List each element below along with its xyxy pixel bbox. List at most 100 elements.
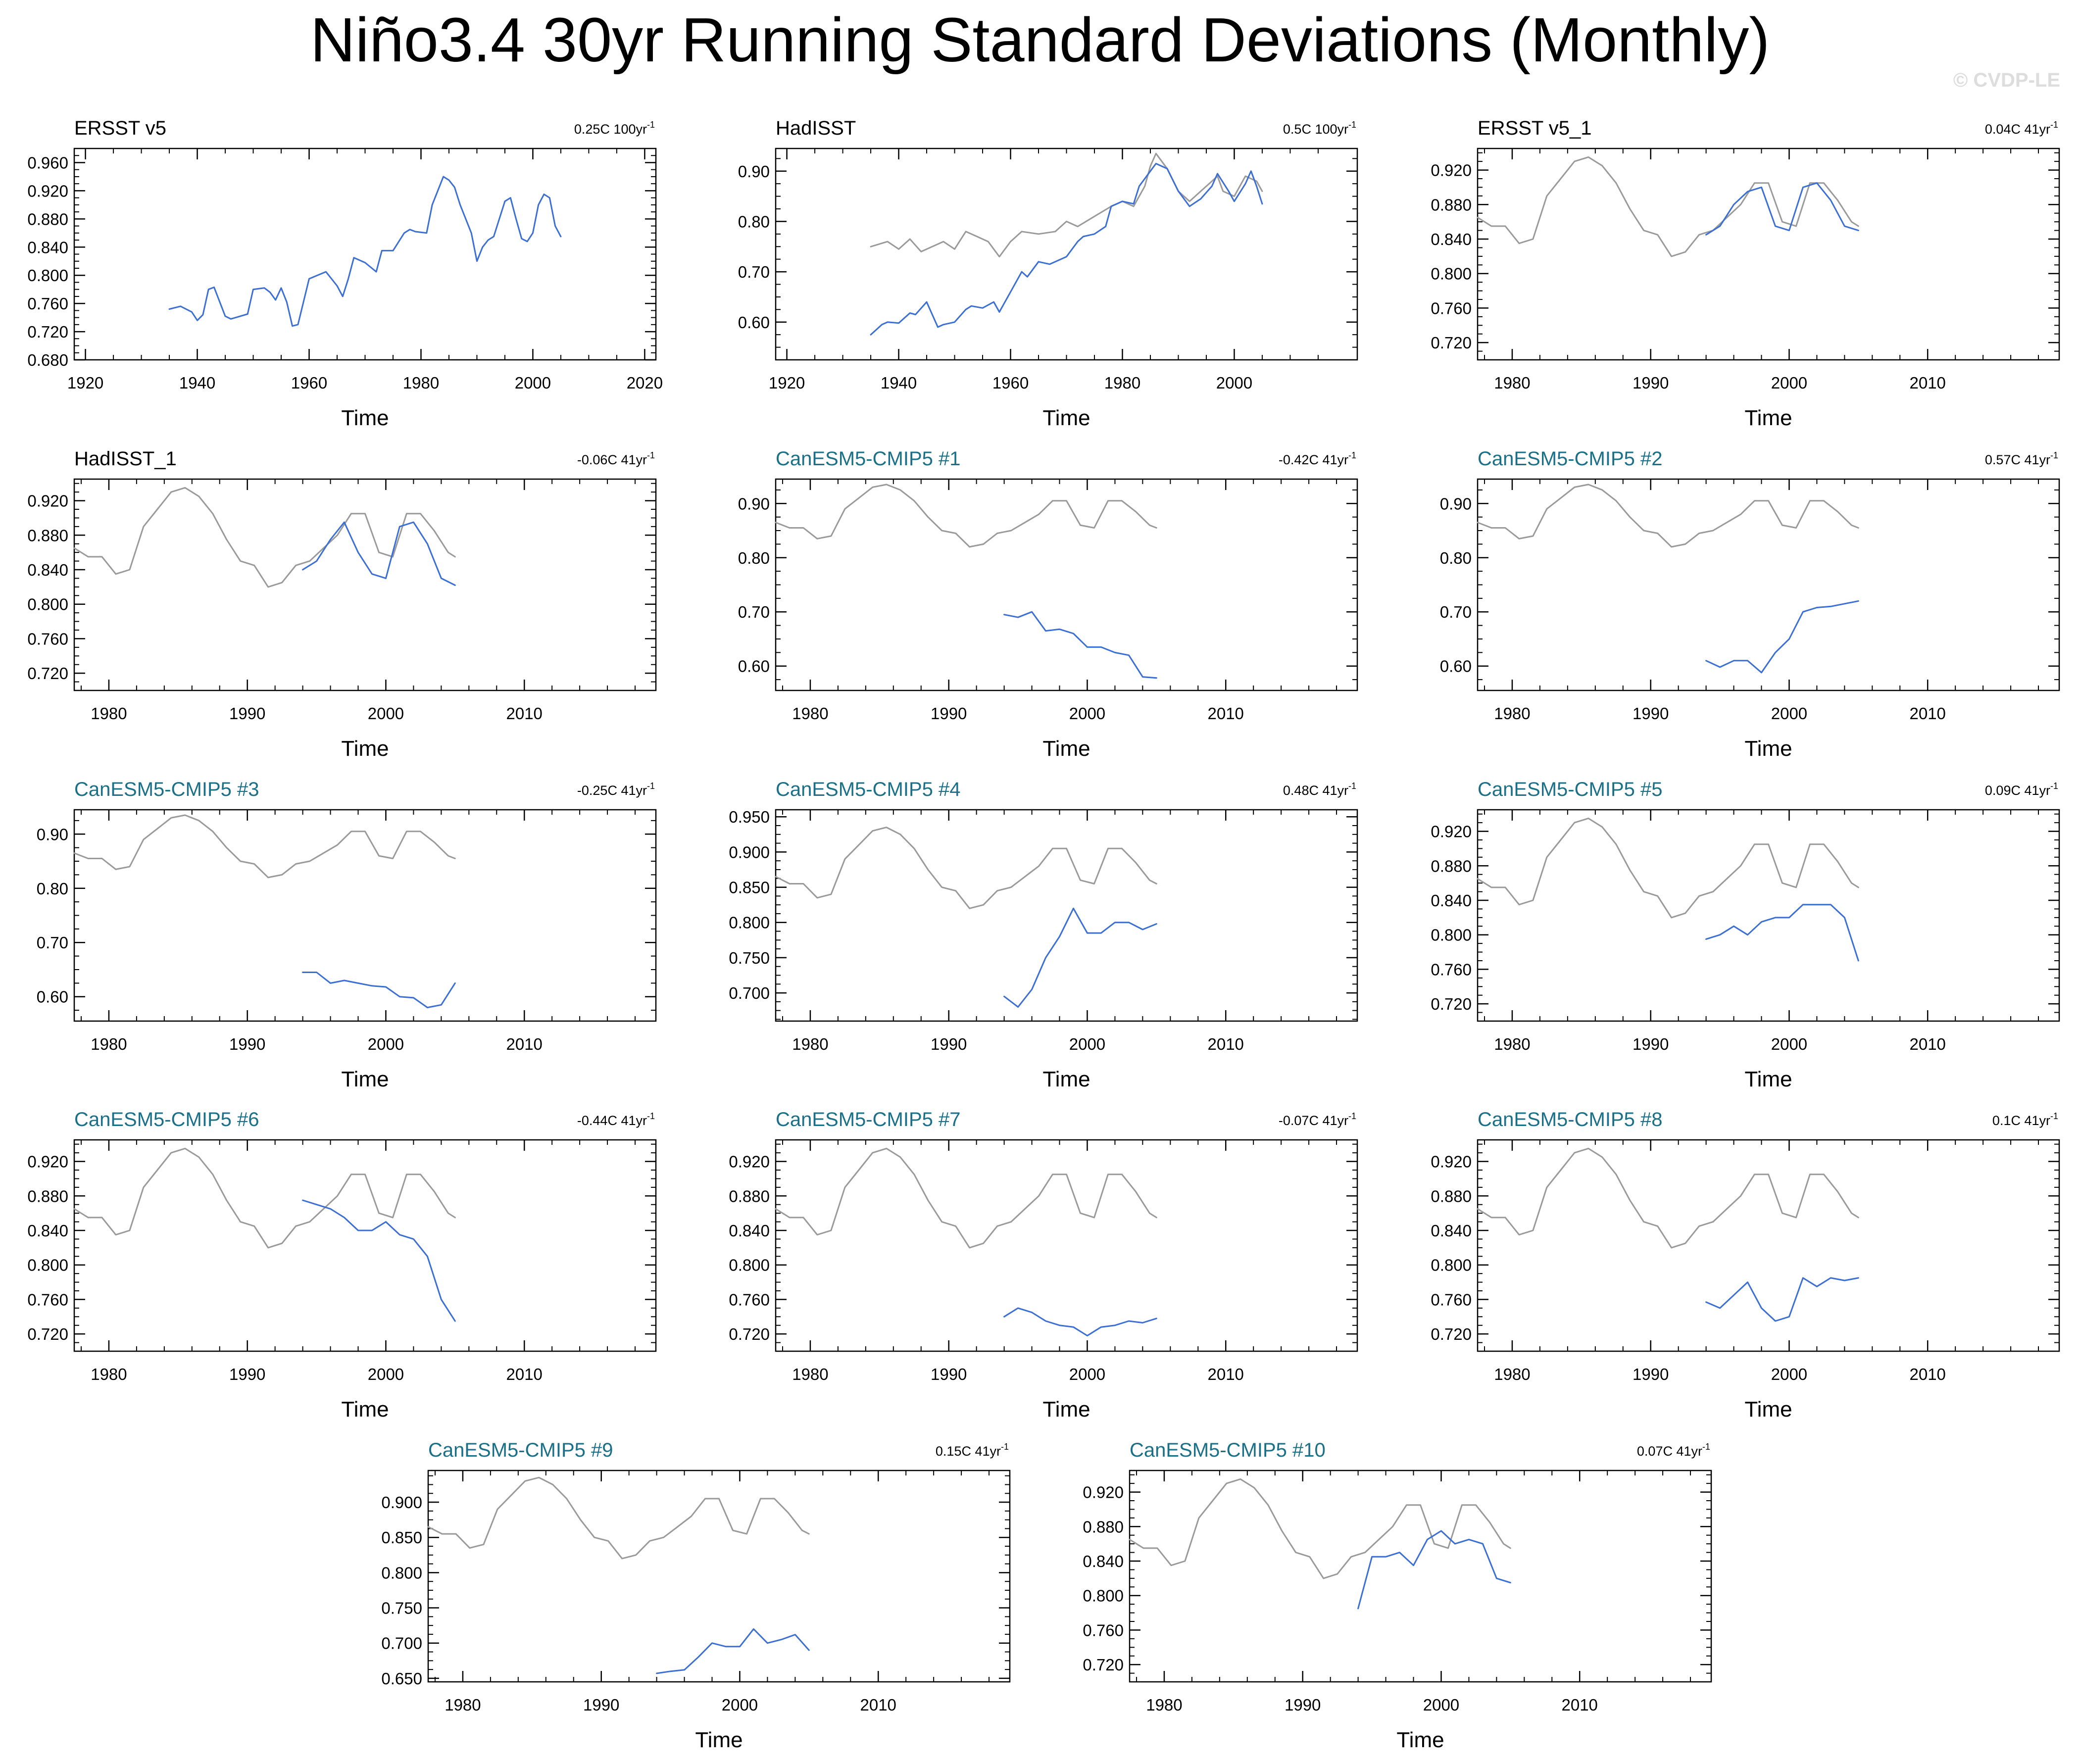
main-series-line [1357,1530,1511,1610]
panel-10: CanESM5-CMIP5 #6 -0.44C 41yr-1 1980 1990 200… [27,1109,657,1421]
trend-label: 0.07C 41yr-1 [1637,1442,1710,1459]
x-tick-label: 2000 [1771,704,1807,723]
panel-11: CanESM5-CMIP5 #7 -0.07C 41yr-1 1980 1990 200… [729,1109,1358,1421]
plot-frame [73,478,657,691]
panel-title: HadISST_1 [74,448,177,470]
y-tick-label: 0.840 [1431,891,1472,910]
y-tick-label: 0.850 [729,879,770,897]
y-tick-label: 0.70 [37,933,68,952]
reference-series-line [775,1147,1157,1249]
x-axis-label: Time [1744,1397,1792,1421]
trend-label: 0.09C 41yr-1 [1985,781,2058,798]
reference-series-line [775,484,1157,548]
plot-frame [775,147,1358,361]
x-tick-label: 2000 [1069,1365,1105,1383]
x-axis-label: Time [1042,1397,1090,1421]
y-tick-label: 0.90 [1440,494,1472,513]
x-tick-label: 1980 [1494,704,1530,723]
panel-title: CanESM5-CMIP5 #3 [74,779,259,800]
x-tick-label: 1990 [1633,704,1669,723]
x-tick-label: 1980 [91,1035,127,1053]
y-tick-label: 0.900 [381,1493,422,1512]
x-tick-label: 1980 [1146,1696,1182,1714]
panel-8: CanESM5-CMIP5 #4 0.48C 41yr-1 1980 1990 2000… [729,779,1358,1091]
x-tick-label: 1980 [91,1365,127,1383]
credit-watermark: © CVDP-LE [1953,69,2060,91]
y-tick-label: 0.840 [27,561,68,579]
y-tick-label: 0.60 [738,657,770,676]
x-tick-label: 1960 [291,374,327,392]
x-tick-label: 1980 [1494,1035,1530,1053]
main-series-line [1705,904,1859,962]
y-tick-label: 0.950 [729,808,770,826]
y-tick-label: 0.840 [1083,1552,1124,1570]
y-tick-label: 0.880 [27,526,68,544]
reference-series-line [73,1147,456,1249]
trend-label: -0.06C 41yr-1 [577,450,655,467]
x-tick-label: 2010 [506,1365,543,1383]
x-tick-label: 1920 [769,374,805,392]
y-tick-label: 0.720 [729,1325,770,1343]
y-tick-label: 0.750 [381,1599,422,1617]
y-tick-label: 0.800 [1431,926,1472,944]
main-series-line [1705,600,1859,674]
main-series-line [1003,1307,1157,1337]
main-series-line [1003,611,1157,679]
x-tick-label: 2010 [506,1035,543,1053]
trend-label: -0.42C 41yr-1 [1279,450,1356,467]
x-tick-label: 1990 [583,1696,619,1714]
y-tick-label: 0.880 [27,1187,68,1205]
plot-frame [1477,809,2060,1022]
panel-title: CanESM5-CMIP5 #8 [1478,1109,1662,1130]
x-tick-label: 1980 [792,704,828,723]
panel-title: CanESM5-CMIP5 #1 [776,448,960,470]
y-tick-label: 0.920 [1431,161,1472,180]
x-tick-label: 1980 [1494,1365,1530,1383]
panel-5: CanESM5-CMIP5 #1 -0.42C 41yr-1 1980 1990 200… [738,448,1358,761]
y-tick-label: 0.800 [27,595,68,614]
x-tick-label: 1940 [881,374,917,392]
y-tick-label: 0.880 [1431,857,1472,875]
x-tick-label: 2000 [368,1365,404,1383]
panel-title: HadISST [776,117,856,139]
trend-label: -0.25C 41yr-1 [577,781,655,798]
x-tick-label: 2010 [1910,1365,1946,1383]
y-tick-label: 0.800 [1083,1587,1124,1605]
x-axis-label: Time [695,1728,743,1752]
panel-9: CanESM5-CMIP5 #5 0.09C 41yr-1 1980 1990 2000… [1431,779,2060,1091]
y-tick-label: 0.800 [1431,265,1472,283]
plot-frame [1129,1470,1712,1683]
y-tick-label: 0.60 [1440,657,1472,676]
panel-2: HadISST 0.5C 100yr-1 1920 1940 1960 1980 2000 0… [738,117,1358,430]
y-tick-label: 0.720 [1431,334,1472,352]
x-tick-label: 2020 [627,374,663,392]
y-tick-label: 0.920 [1431,823,1472,841]
y-tick-label: 0.900 [729,843,770,861]
reference-series-line [73,814,456,879]
y-tick-label: 0.840 [27,238,68,256]
y-tick-label: 0.800 [1431,1256,1472,1274]
x-axis-label: Time [1042,736,1090,761]
x-tick-label: 1990 [1633,374,1669,392]
y-tick-label: 0.720 [1431,995,1472,1013]
y-tick-label: 0.960 [27,153,68,172]
panel-1: ERSST v5 0.25C 100yr-1 1920 1940 1960 1980 200… [27,117,663,430]
x-tick-label: 1980 [445,1696,481,1714]
x-tick-label: 2010 [1910,704,1946,723]
y-tick-label: 0.920 [27,1153,68,1171]
panel-title: CanESM5-CMIP5 #4 [776,779,960,800]
x-axis-label: Time [341,736,389,761]
y-tick-label: 0.760 [27,294,68,313]
x-tick-label: 1990 [1633,1365,1669,1383]
main-series-line [168,176,562,327]
trend-label: 0.04C 41yr-1 [1985,120,2058,137]
x-tick-label: 1980 [792,1035,828,1053]
trend-label: -0.44C 41yr-1 [577,1111,655,1128]
y-tick-label: 0.920 [1431,1153,1472,1171]
x-tick-label: 1980 [1104,374,1140,392]
y-tick-label: 0.840 [1431,1222,1472,1240]
reference-series-line [1477,817,1859,919]
x-tick-label: 1990 [229,1035,265,1053]
plot-frame [1477,478,2060,691]
x-axis-label: Time [341,406,389,430]
